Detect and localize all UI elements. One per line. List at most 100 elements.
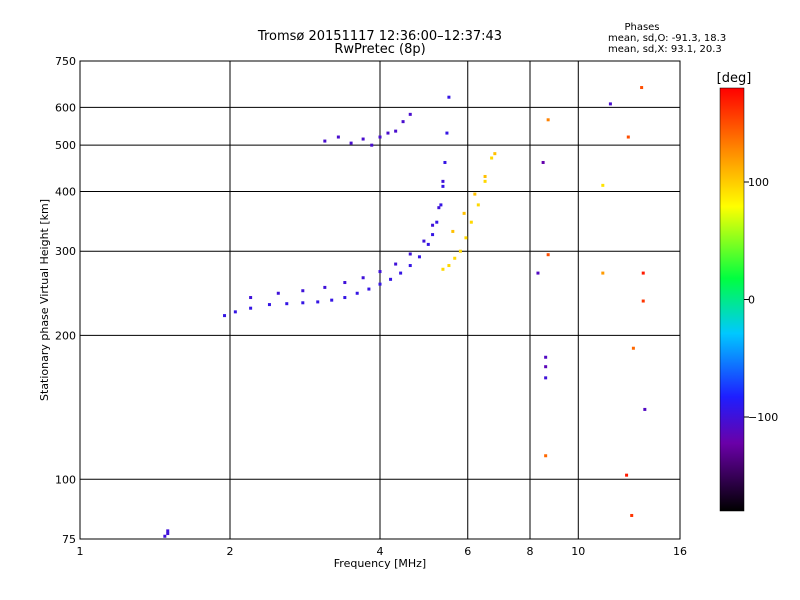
chart-title: Tromsø 20151117 12:36:00–12:37:43 (257, 29, 502, 44)
data-point-O-trace (249, 306, 253, 310)
data-point-spread-F (408, 112, 412, 116)
data-point-O-trace (223, 314, 227, 318)
data-point-sparse (625, 473, 629, 477)
x-tick-label: 16 (673, 545, 687, 558)
data-point-spread-F (401, 120, 405, 124)
data-point-O-trace (233, 310, 237, 314)
data-point-sparse (544, 454, 548, 458)
data-point-sparse (641, 299, 645, 303)
colorbar-tick-label: 0 (748, 294, 755, 307)
data-points (163, 86, 647, 538)
data-point-sparse (601, 183, 605, 187)
data-point-O-trace-upper (249, 296, 253, 300)
stats-heading: Phases (624, 22, 659, 33)
data-point-O-trace-upper (394, 262, 398, 266)
data-point-low-echo (166, 529, 170, 533)
chart-subtitle: RwPretec (8p) (334, 42, 425, 57)
data-point-O-trace (399, 271, 403, 275)
data-point-O-trace (447, 95, 451, 99)
data-point-X-trace (441, 267, 445, 271)
data-point-sparse (630, 513, 634, 517)
stats-o-mode: mean, sd,O: -91.3, 18.3 (608, 33, 726, 44)
data-point-spread-F (323, 139, 327, 143)
data-point-O-trace (389, 277, 393, 281)
x-tick-label: 10 (571, 545, 585, 558)
colorbar-scale (719, 87, 745, 512)
data-point-spread-F (370, 143, 374, 147)
data-point-sparse (608, 102, 612, 106)
data-point-O-trace (445, 131, 449, 135)
data-point-sparse (546, 253, 550, 257)
data-point-X-trace (490, 156, 494, 160)
data-point-spread-F (394, 129, 398, 133)
data-point-O-trace (408, 264, 412, 268)
data-point-sparse (544, 355, 548, 359)
data-point-O-trace (443, 160, 447, 164)
data-point-spread-F (349, 141, 353, 145)
data-point-X-trace (453, 256, 457, 260)
data-point-spread-F (336, 135, 340, 139)
data-point-X-trace-far (493, 152, 497, 156)
data-point-O-trace (367, 287, 371, 291)
data-point-O-trace (355, 291, 359, 295)
data-point-low-echo (163, 534, 167, 538)
colorbar-tick-label: 100 (748, 176, 769, 189)
data-point-X-trace (469, 220, 473, 224)
y-tick-label: 100 (55, 473, 76, 486)
x-tick-label: 6 (464, 545, 471, 558)
data-point-O-trace-upper (323, 285, 327, 289)
stats-x-mode: mean, sd,X: 93.1, 20.3 (608, 44, 722, 55)
y-tick-label: 75 (62, 533, 76, 546)
colorbar: [deg] −100 0 100 (717, 71, 778, 512)
data-point-O-trace-upper (431, 223, 435, 227)
y-tick-label: 300 (55, 245, 76, 258)
data-point-X-trace (458, 249, 462, 253)
y-tick-label: 750 (55, 55, 76, 68)
y-tick-label: 500 (55, 139, 76, 152)
data-point-X-trace (447, 264, 451, 268)
data-point-O-trace (316, 300, 320, 304)
x-tick-label: 1 (77, 545, 84, 558)
data-point-sparse (601, 271, 605, 275)
data-point-sparse (631, 346, 635, 350)
data-point-sparse (643, 407, 647, 411)
data-point-sparse (541, 160, 545, 164)
data-point-sparse (626, 135, 630, 139)
y-axis-label: Stationary phase Virtual Height [km] (38, 199, 51, 401)
data-point-X-trace-far (483, 174, 487, 178)
data-point-O-trace (439, 203, 443, 207)
grid-lines (80, 61, 680, 539)
data-point-X-trace-far (451, 229, 455, 233)
data-point-O-trace-upper (361, 276, 365, 280)
data-point-sparse (544, 365, 548, 369)
data-point-O-trace (301, 301, 305, 305)
x-tick-label: 2 (227, 545, 234, 558)
data-point-sparse (544, 376, 548, 380)
data-point-spread-F (386, 131, 390, 135)
data-point-O-trace-upper (301, 289, 305, 293)
y-tick-label: 400 (55, 185, 76, 198)
data-point-O-trace (426, 242, 430, 246)
data-point-O-trace (431, 233, 435, 237)
data-point-X-trace-far (462, 211, 466, 215)
data-point-X-trace (483, 179, 487, 183)
colorbar-label: [deg] (717, 71, 752, 86)
colorbar-ticks: −100 0 100 (744, 176, 778, 424)
data-point-O-trace-upper (378, 270, 382, 274)
data-point-O-trace (343, 296, 347, 300)
y-tick-label: 200 (55, 329, 76, 342)
x-ticks: 1 2 4 6 8 10 16 (77, 545, 688, 558)
data-point-O-trace-upper (276, 291, 280, 295)
data-point-sparse (546, 118, 550, 122)
y-tick-label: 600 (55, 101, 76, 114)
data-point-O-trace (417, 255, 421, 259)
data-point-X-trace (464, 236, 468, 240)
data-point-O-trace (330, 298, 334, 302)
x-tick-label: 4 (377, 545, 384, 558)
data-point-sparse (536, 271, 540, 275)
data-point-spread-F (361, 137, 365, 141)
data-point-X-trace-far (473, 192, 477, 196)
data-point-O-trace-upper (441, 179, 445, 183)
data-point-O-trace-upper (437, 206, 441, 210)
